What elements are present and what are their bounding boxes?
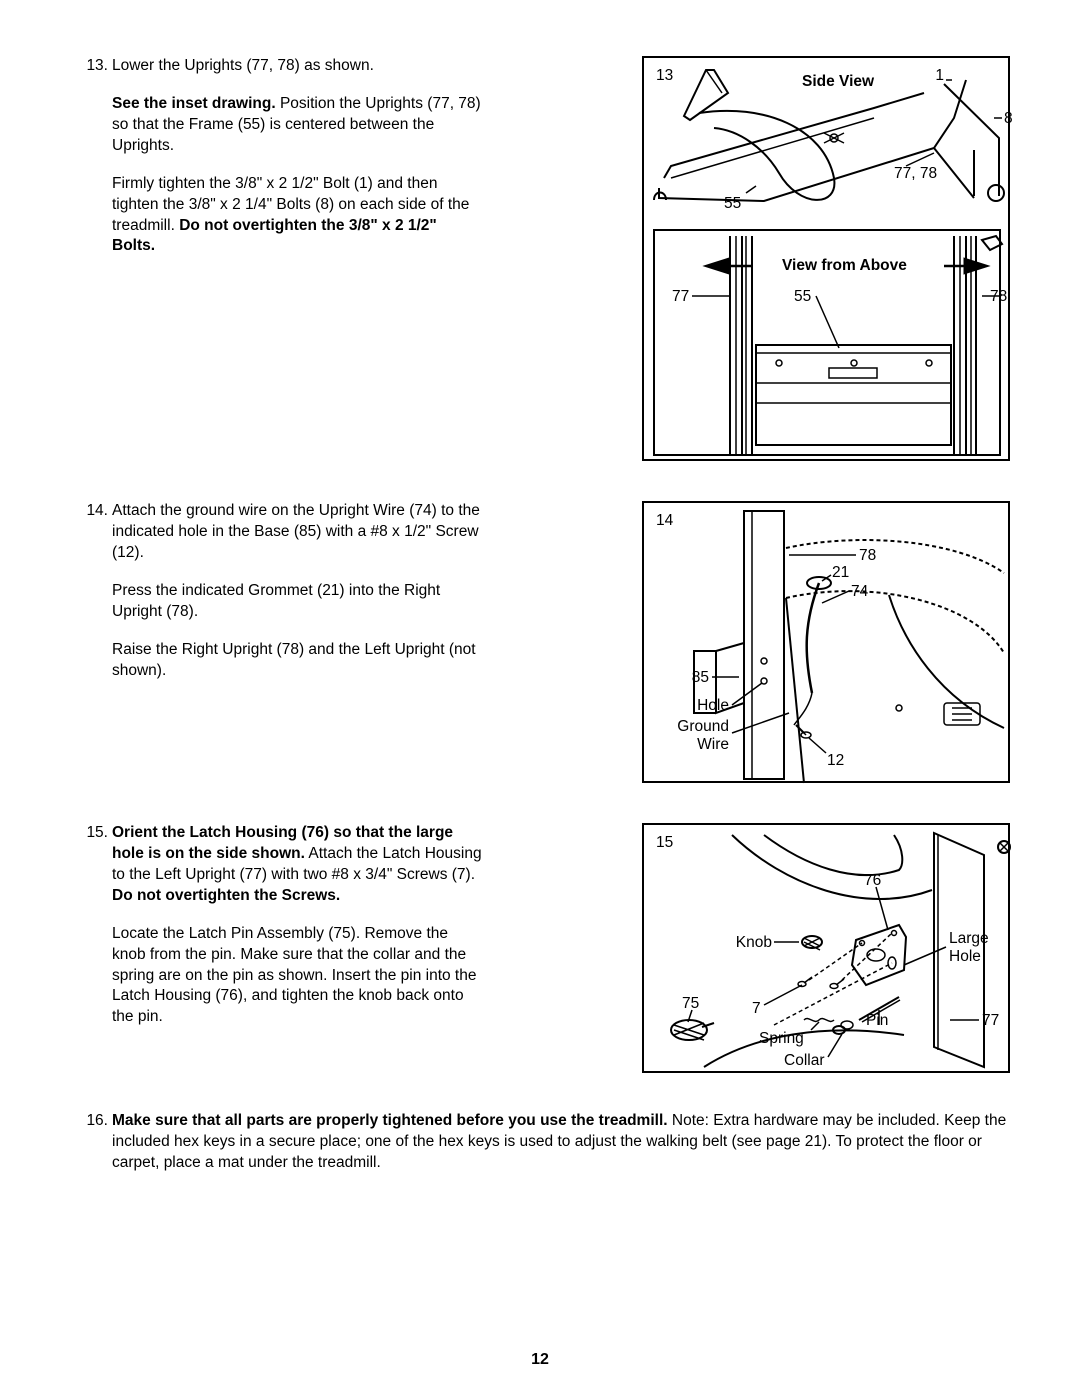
figure-15-svg: 15 (644, 825, 1012, 1075)
step15-p2: Locate the Latch Pin Assembly (75). Remo… (112, 924, 482, 1029)
fig15-spring: Spring (759, 1030, 804, 1047)
fig14-gw2: Wire (697, 736, 729, 753)
fig15-lh1: Large (949, 930, 989, 947)
fig15-stepnum: 15 (656, 834, 673, 851)
fig13-stepnum: 13 (656, 67, 673, 84)
step-13-text-block: 13. Lower the Uprights (77, 78) as shown… (78, 56, 507, 461)
fig13-lbl8: 8 (1004, 110, 1012, 127)
fig15-77: 77 (982, 1012, 999, 1029)
step14-p3: Raise the Right Upright (78) and the Lef… (112, 640, 482, 682)
fig15-7: 7 (752, 1000, 761, 1017)
step-16-text: Make sure that all parts are properly ti… (112, 1111, 1010, 1174)
step-15-text: Orient the Latch Housing (76) so that th… (112, 823, 507, 1028)
step13-p3: Firmly tighten the 3/8" x 2 1/2" Bolt (1… (112, 174, 482, 258)
fig14-12: 12 (827, 752, 844, 769)
fig15-knob: Knob (736, 934, 772, 951)
fig13-lbl55a: 55 (724, 195, 741, 212)
figure-14: 14 (642, 501, 1010, 783)
step15-p1c: Do not overtighten the Screws. (112, 887, 340, 904)
fig14-hole: Hole (697, 697, 729, 714)
fig14-21: 21 (832, 564, 849, 581)
step13-p2: See the inset drawing. Position the Upri… (112, 94, 482, 157)
step-number: 14. (78, 501, 112, 522)
step-14-text-block: 14. Attach the ground wire on the Uprigh… (78, 501, 507, 783)
step-15: 15. Orient the Latch Housing (76) so tha… (78, 823, 1010, 1073)
step-13-text: Lower the Uprights (77, 78) as shown. Se… (112, 56, 507, 257)
fig13-lbl1: 1 (935, 67, 944, 84)
fig14-74: 74 (851, 583, 869, 600)
fig13-lbl7778: 77, 78 (894, 165, 937, 182)
step13-p2a: See the inset drawing. (112, 95, 276, 112)
figure-14-svg: 14 (644, 503, 1012, 785)
fig13-viewabove: View from Above (782, 257, 907, 274)
fig15-76: 76 (864, 872, 881, 889)
fig13-lbl78: 78 (990, 288, 1007, 305)
step13-p1: Lower the Uprights (77, 78) as shown. (112, 56, 482, 77)
fig14-85: 85 (692, 669, 709, 686)
fig13-lbl77: 77 (672, 288, 689, 305)
figure-13: 13 Side View (642, 56, 1010, 461)
step-number: 15. (78, 823, 112, 844)
page-number: 12 (0, 1351, 1080, 1369)
step16-p1a: Make sure that all parts are properly ti… (112, 1112, 668, 1129)
fig14-stepnum: 14 (656, 512, 674, 529)
manual-page: 13. Lower the Uprights (77, 78) as shown… (0, 0, 1080, 1397)
figure-13-svg: 13 Side View (644, 58, 1012, 463)
step15-p1: Orient the Latch Housing (76) so that th… (112, 823, 482, 907)
step-number: 16. (78, 1111, 112, 1132)
fig15-75: 75 (682, 995, 699, 1012)
fig15-pin: Pin (866, 1012, 888, 1029)
step14-p2: Press the indicated Grommet (21) into th… (112, 581, 482, 623)
step-16: 16. Make sure that all parts are properl… (78, 1111, 1010, 1174)
fig13-lbl55b: 55 (794, 288, 811, 305)
fig15-collar: Collar (784, 1052, 824, 1069)
figure-15: 15 (642, 823, 1010, 1073)
step16-p1: Make sure that all parts are properly ti… (112, 1111, 1010, 1174)
step-14: 14. Attach the ground wire on the Uprigh… (78, 501, 1010, 783)
fig13-sideview-label: Side View (802, 73, 875, 90)
fig14-gw1: Ground (677, 718, 729, 735)
step-number: 13. (78, 56, 112, 77)
fig15-lh2: Hole (949, 948, 981, 965)
step14-p1: Attach the ground wire on the Upright Wi… (112, 501, 482, 564)
step-15-text-block: 15. Orient the Latch Housing (76) so tha… (78, 823, 507, 1073)
step-14-text: Attach the ground wire on the Upright Wi… (112, 501, 507, 681)
step-13: 13. Lower the Uprights (77, 78) as shown… (78, 56, 1010, 461)
fig14-78: 78 (859, 547, 876, 564)
